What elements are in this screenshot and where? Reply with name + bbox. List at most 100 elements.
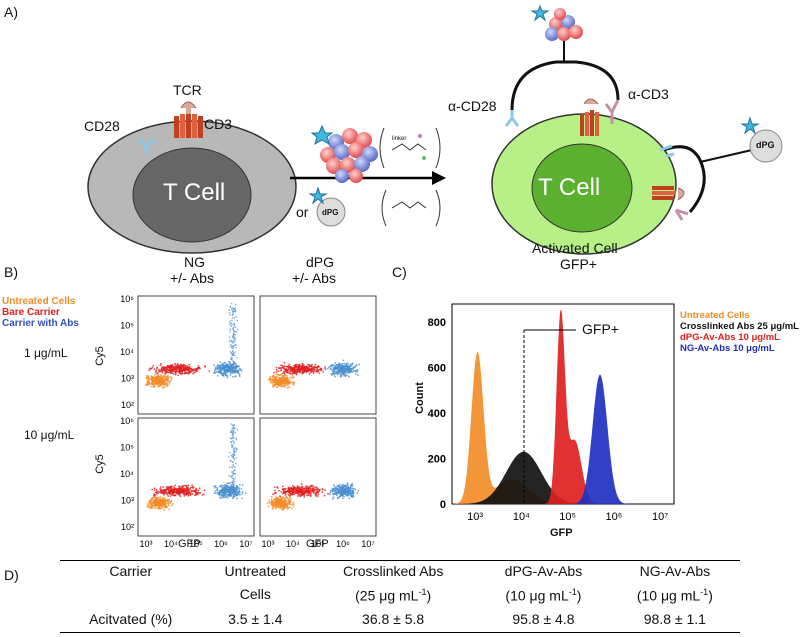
hist-ytick: 200: [428, 454, 446, 466]
cy5-label-bottom: Cy5: [93, 454, 106, 474]
nanogel-particle-icon: [310, 124, 378, 183]
gfp-gate-label: GFP+: [582, 321, 619, 337]
val-crosslinked: 36.8 ± 5.8: [362, 610, 425, 627]
hist-dpg: [452, 309, 674, 504]
th2-untreated: Cells: [239, 585, 271, 602]
panel-label-a: A): [4, 4, 18, 20]
th-untreated: Untreated: [224, 563, 287, 579]
legend-c-untreated: Untreated Cells: [680, 310, 750, 321]
activated-gfp-label: GFP+: [560, 256, 597, 272]
dotplot-ytick: 10⁶: [120, 416, 134, 426]
dotplot-xtick: 10⁵: [311, 539, 325, 549]
th2-ng: (10 μg mL-1): [636, 587, 713, 604]
panel-a-schematic: [87, 4, 783, 255]
legend-carrier-abs: Carrier with Abs: [2, 318, 79, 329]
val-untreated: 3.5 ± 1.4: [228, 610, 283, 627]
gfp-label-ng: GFP: [178, 538, 201, 550]
activation-table: Carrier Untreated Crosslinked Abs dPG-Av…: [60, 560, 740, 633]
dotplot-frame: [259, 417, 377, 537]
cd3-label: CD3: [204, 116, 233, 132]
dotplot-xtick: 10⁴: [164, 539, 178, 549]
right-tcr-complex-icon: [652, 186, 685, 201]
tcr-label: TCR: [173, 82, 202, 98]
dotplot-ytick: 10²: [121, 522, 134, 532]
crosslink-loop: [510, 60, 620, 111]
th2-dpg: (10 μg mL-1): [505, 587, 582, 604]
legend-bare-carrier: Bare Carrier: [2, 307, 60, 318]
dotplot-xtick: 10³: [261, 539, 274, 549]
dpg-particle-icon: [308, 186, 346, 227]
panel-b-legend: Untreated Cells Bare Carrier Carrier wit…: [2, 296, 79, 329]
activated-cell-nucleus: [531, 143, 633, 233]
hist-xtick: 10⁵: [559, 511, 576, 523]
dpg-small-label: dPG: [322, 208, 339, 217]
dotplot-ytick: 10⁵: [120, 443, 134, 453]
cd28-label: CD28: [84, 118, 120, 134]
th-dpg: dPG-Av-Abs: [504, 563, 583, 579]
linker-label: linker: [392, 136, 407, 142]
legend-c-crosslinked: Crosslinked Abs 25 μg/mL: [680, 321, 799, 332]
dotplot-frame: [259, 295, 377, 415]
dotplot-ytick: 10⁴: [120, 469, 134, 479]
cy5-label-top: Cy5: [93, 346, 106, 366]
dotplot-xtick: 10⁷: [239, 539, 252, 549]
alpha-cd3-antibody-icon: [604, 99, 620, 124]
dotplot-ytick: 10³: [121, 496, 134, 506]
col-ng-title: NG: [184, 254, 205, 270]
dotplot-xtick: 10⁶: [336, 539, 350, 549]
col-dpg-subtitle: +/- Abs: [292, 270, 336, 286]
panel-b-dotplots: 10² 10³ 10⁴ 10⁵ 10⁶ 10² 10³ 10⁴ 10⁵ 10⁶ 10³ 10⁴ 10⁵ 1…: [120, 294, 377, 549]
val-ng: 98.8 ± 1.1: [643, 610, 706, 627]
col-dpg-title: dPG: [306, 254, 335, 270]
legend-c-dpg: dPG-Av-Abs 10 μg/mL: [680, 332, 780, 343]
resting-tcell-label: T Cell: [163, 179, 226, 206]
row-label-1ug: 1 μg/mL: [24, 346, 68, 360]
tcr-cd3-complex-icon: [174, 101, 203, 138]
panel-label-c: C): [392, 264, 407, 280]
dotplot-xtick: 10⁶: [214, 539, 228, 549]
th-carrier: Carrier: [109, 563, 153, 579]
hist-ytick: 0: [440, 499, 446, 511]
or-label: or: [296, 204, 309, 220]
top-nanogel-icon: [530, 4, 583, 41]
dotplot-ytick: 10²: [121, 400, 134, 410]
dotplot-xtick: 10⁵: [189, 539, 203, 549]
legend-untreated: Untreated Cells: [2, 296, 76, 307]
activated-tcell-label: T Cell: [538, 174, 601, 201]
count-axis-label: Count: [413, 382, 426, 414]
gfp-label-dpg: GFP: [306, 538, 329, 550]
hist-ytick: 400: [428, 408, 446, 420]
dotplot-ytick: 10³: [121, 374, 134, 384]
dotplot-ytick: 10⁴: [120, 347, 134, 357]
alpha-cd3-label: α-CD3: [628, 86, 669, 102]
right-dpg-label: dPG: [756, 140, 775, 150]
dotplot-frame: [137, 295, 255, 415]
hist-xtick: 10³: [467, 511, 483, 523]
alpha-cd28-label: α-CD28: [448, 98, 497, 114]
panel-label-d: D): [4, 567, 19, 583]
dotplot-xtick: 10⁴: [286, 539, 300, 549]
row-label-10ug: 10 μg/mL: [24, 428, 75, 442]
activated-cell-label: Activated Cell: [532, 240, 618, 256]
dotplot-ytick: 10⁶: [120, 294, 134, 304]
hist-xtick: 10⁴: [513, 511, 530, 523]
dotplot-ytick: 10⁵: [120, 321, 134, 331]
dotplot-xtick: 10⁷: [361, 539, 374, 549]
legend-c-ng: NG-Av-Abs 10 μg/mL: [680, 343, 775, 354]
row-activated-label: Acitvated (%): [89, 610, 173, 627]
dotplot-frame: [137, 417, 255, 537]
dotplot-xtick: 10³: [139, 539, 152, 549]
hist-crosslinked: [452, 451, 674, 504]
val-dpg: 95.8 ± 4.8: [512, 610, 575, 627]
right-dpg-icon: [740, 116, 783, 163]
panel-label-b: B): [4, 264, 18, 280]
linker-structure-icon: [379, 127, 441, 169]
hist-ytick: 800: [428, 317, 446, 329]
th2-crosslinked: (25 μg mL-1): [355, 587, 432, 604]
col-ng-subtitle: +/- Abs: [170, 270, 214, 286]
panel-c-histogram: 0 200 400 600 800 10³ 10⁴ 10⁵ 10⁶ 10⁷: [428, 303, 675, 523]
alpha-cd28-antibody-icon: [504, 110, 520, 127]
hist-untreated: [452, 351, 674, 504]
gfp-axis-label-c: GFP: [550, 527, 573, 539]
cd28-receptor-icon: [136, 137, 155, 154]
